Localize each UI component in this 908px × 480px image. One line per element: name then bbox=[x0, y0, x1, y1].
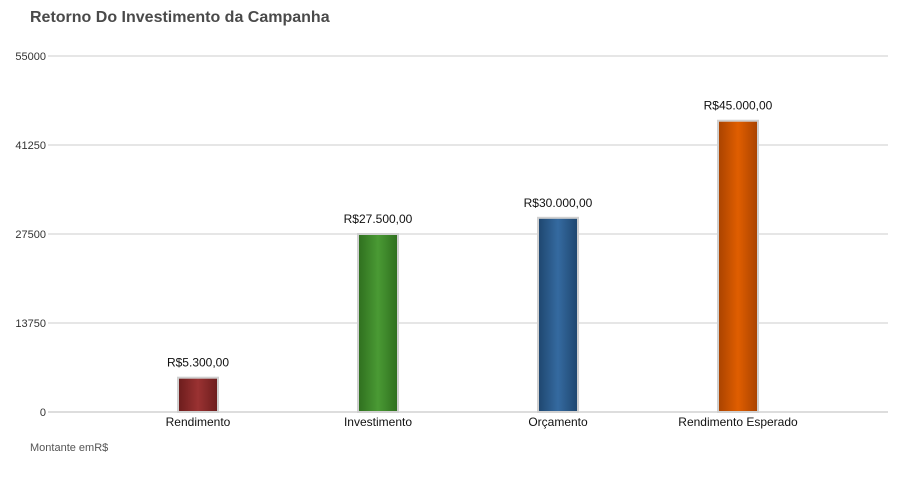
data-label: R$5.300,00 bbox=[167, 356, 229, 370]
bar[interactable] bbox=[177, 376, 219, 414]
y-tick-label: 13750 bbox=[15, 318, 46, 330]
bar[interactable] bbox=[537, 216, 579, 413]
bar[interactable] bbox=[717, 119, 759, 414]
data-label: R$45.000,00 bbox=[704, 99, 773, 113]
bar[interactable] bbox=[357, 233, 399, 413]
y-tick-label: 0 bbox=[40, 407, 46, 419]
x-tick-label: Rendimento Esperado bbox=[678, 415, 798, 429]
x-tick-label: Investimento bbox=[344, 415, 412, 429]
y-tick-label: 55000 bbox=[15, 51, 46, 63]
x-tick-label: Orçamento bbox=[528, 415, 588, 429]
data-label: R$30.000,00 bbox=[524, 196, 593, 210]
chart-title: Retorno Do Investimento da Campanha bbox=[30, 9, 330, 26]
data-label: R$27.500,00 bbox=[344, 212, 413, 226]
chart-footnote: Montante emR$ bbox=[30, 442, 109, 454]
x-tick-label: Rendimento bbox=[166, 415, 231, 429]
y-tick-label: 41250 bbox=[15, 140, 46, 152]
y-tick-label: 27500 bbox=[15, 229, 46, 241]
